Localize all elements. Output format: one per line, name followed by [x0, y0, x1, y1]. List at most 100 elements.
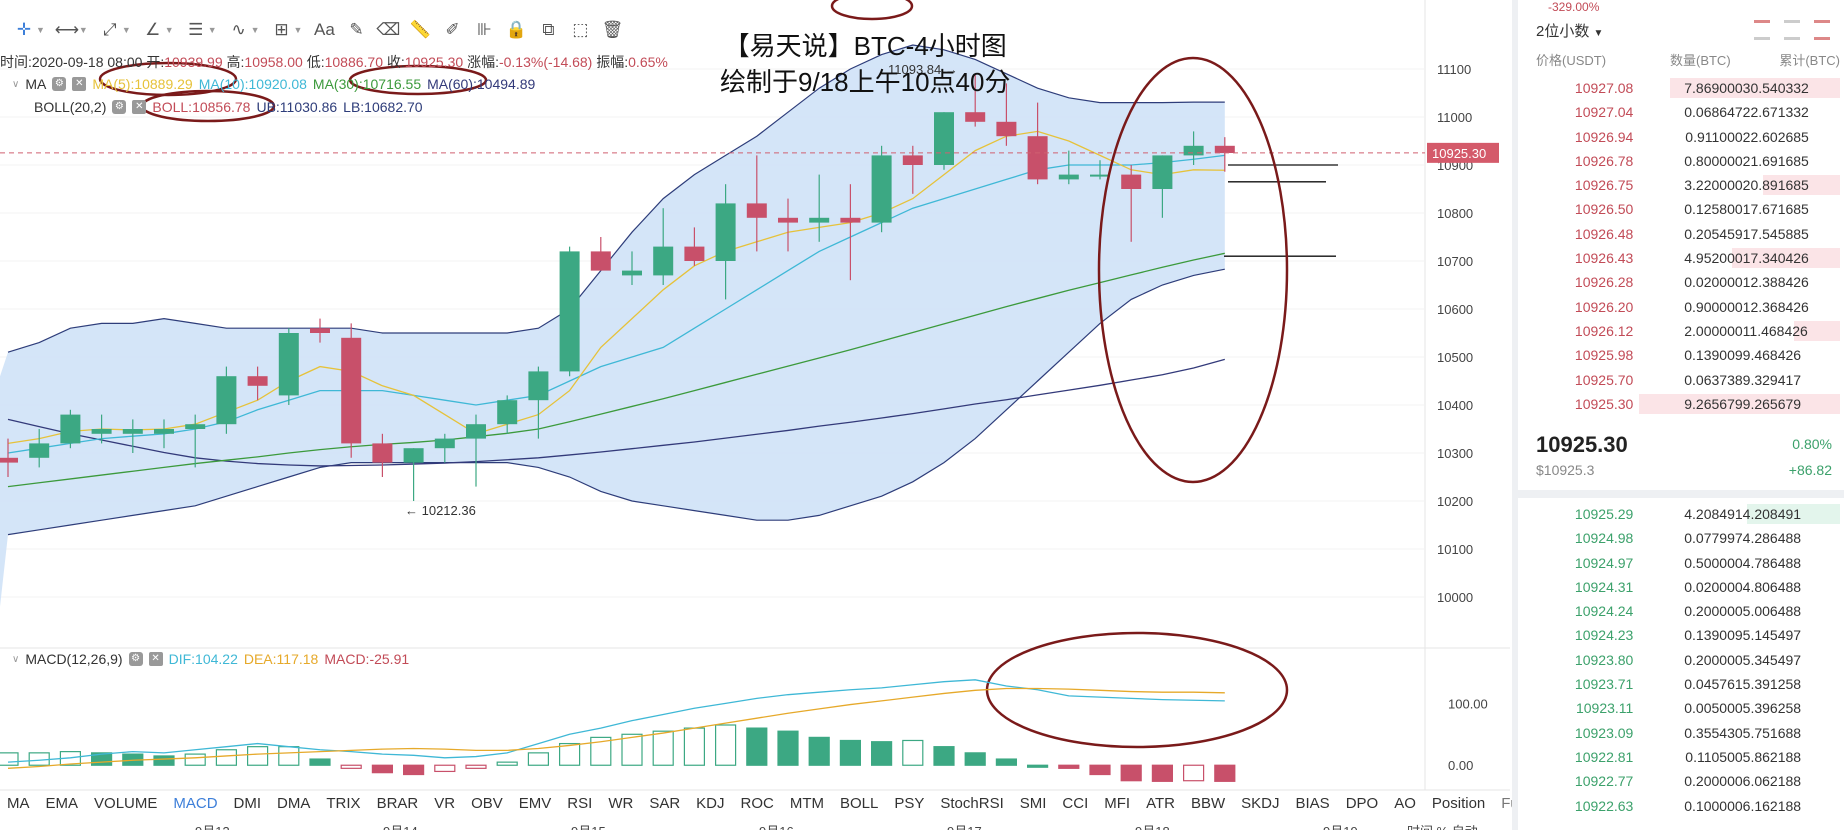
bid-row[interactable]: 10923.11 0.005000 5.396258 — [1530, 696, 1840, 720]
tab-brar[interactable]: BRAR — [376, 795, 419, 812]
tab-mtm[interactable]: MTM — [789, 795, 824, 812]
bid-row[interactable]: 10922.63 0.100000 6.162188 — [1530, 794, 1840, 818]
bid-row[interactable]: 10923.71 0.045761 5.391258 — [1530, 672, 1840, 696]
settings-icon[interactable]: ⚙ — [52, 77, 67, 91]
tab-trix[interactable]: TRIX — [326, 795, 361, 812]
eraser-icon[interactable]: ⌫ — [376, 20, 401, 39]
collapse-icon[interactable]: ∨ — [12, 78, 20, 90]
high-value: 10958.00 — [244, 54, 303, 70]
tab-vr[interactable]: VR — [434, 795, 456, 812]
ask-row[interactable]: 10926.78 0.800000 21.691685 — [1530, 149, 1840, 173]
copy-icon[interactable]: ⧉ — [542, 20, 555, 39]
tab-kdj[interactable]: KDJ — [696, 795, 725, 812]
tab-atr[interactable]: ATR — [1146, 795, 1175, 812]
tab-volume[interactable]: VOLUME — [94, 795, 158, 812]
settings-icon[interactable]: ⚙ — [112, 100, 127, 114]
bid-row[interactable]: 10924.31 0.020000 4.806488 — [1530, 575, 1840, 599]
tab-smi[interactable]: SMI — [1019, 795, 1047, 812]
bid-row[interactable]: 10924.23 0.139009 5.145497 — [1530, 623, 1840, 647]
tab-bias[interactable]: BIAS — [1295, 795, 1330, 812]
parallel-lines-icon[interactable]: ☰ — [188, 20, 204, 39]
ask-row[interactable]: 10926.75 3.220000 20.891685 — [1530, 173, 1840, 197]
candlestick-chart[interactable]: 10000 10100 10200 10300 10400 10500 10600 10700… — [0, 0, 1510, 830]
crosshair-icon[interactable]: ✛ — [16, 20, 32, 39]
screenshot-icon[interactable]: ⬚ — [572, 20, 589, 39]
chart-title: 【易天说】BTC-4小时图 绘制于9/18上午10点40分 — [720, 28, 1010, 100]
close-icon[interactable]: ✕ — [72, 77, 87, 91]
book-asks-icon[interactable] — [1814, 20, 1830, 40]
bid-row[interactable]: 10925.29 4.208491 4.208491 — [1530, 502, 1840, 526]
ma30-value: MA(30):10716.55 — [312, 76, 422, 92]
ask-row[interactable]: 10926.28 0.020000 12.388426 — [1530, 270, 1840, 294]
tab-position[interactable]: Position — [1431, 795, 1486, 812]
fib-grid-icon[interactable]: ⊞ — [274, 20, 289, 39]
tab-dpo[interactable]: DPO — [1345, 795, 1379, 812]
tab-macd[interactable]: MACD — [173, 795, 218, 812]
tab-dmi[interactable]: DMI — [233, 795, 262, 812]
tab-sar[interactable]: SAR — [649, 795, 681, 812]
amp-label: 振幅: — [596, 54, 629, 70]
angle-icon[interactable]: ∠ — [145, 20, 161, 39]
ask-row[interactable]: 10925.30 9.265679 9.265679 — [1530, 392, 1840, 416]
bid-row[interactable]: 10923.09 0.355430 5.751688 — [1530, 721, 1840, 745]
depth-bar — [1731, 248, 1840, 269]
trash-icon[interactable]: 🗑 — [601, 20, 624, 39]
ask-row[interactable]: 10925.70 0.063738 9.329417 — [1530, 368, 1840, 392]
decimals-dropdown[interactable]: 2位小数 ▼ — [1536, 20, 1603, 41]
tab-mfi[interactable]: MFI — [1104, 795, 1131, 812]
ask-row[interactable]: 10926.12 2.000000 11.468426 — [1530, 319, 1840, 343]
tab-wr[interactable]: WR — [608, 795, 634, 812]
text-icon[interactable]: Aa — [314, 20, 335, 39]
tab-dma[interactable]: DMA — [277, 795, 311, 812]
bid-row[interactable]: 10924.24 0.200000 5.006488 — [1530, 599, 1840, 623]
trend-line-icon[interactable]: ⤢ — [103, 20, 117, 39]
ask-row[interactable]: 10926.43 4.952000 17.340426 — [1530, 246, 1840, 270]
tab-stochrsi[interactable]: StochRSI — [940, 795, 1004, 812]
macd-histogram-bar — [808, 736, 830, 766]
total-cell: 6.162188 — [1742, 797, 1802, 814]
wave-icon[interactable]: ∿ — [231, 20, 246, 39]
ask-row[interactable]: 10926.94 0.911000 22.602685 — [1530, 125, 1840, 149]
tab-cci[interactable]: CCI — [1062, 795, 1089, 812]
amount-cell: 2.000000 — [1684, 322, 1743, 339]
ask-row[interactable]: 10925.98 0.139009 9.468426 — [1530, 343, 1840, 367]
close-icon[interactable]: ✕ — [132, 100, 147, 114]
change-label: 涨幅: — [467, 54, 499, 70]
book-both-icon[interactable] — [1754, 20, 1770, 40]
tab-psy[interactable]: PSY — [894, 795, 925, 812]
bid-row[interactable]: 10924.97 0.500000 4.786488 — [1530, 551, 1840, 575]
pen-icon[interactable]: ✐ — [445, 20, 460, 39]
ask-row[interactable]: 10926.48 0.205459 17.545885 — [1530, 222, 1840, 246]
ask-row[interactable]: 10927.04 0.068647 22.671332 — [1530, 100, 1840, 124]
tab-rsi[interactable]: RSI — [567, 795, 593, 812]
tab-obv[interactable]: OBV — [471, 795, 503, 812]
chart-area[interactable]: 10000 10100 10200 10300 10400 10500 10600 10700… — [0, 0, 1562, 830]
close-icon[interactable]: ✕ — [148, 652, 163, 666]
measure-icon[interactable]: ⊪ — [477, 20, 492, 39]
ask-row[interactable]: 10926.20 0.900000 12.368426 — [1530, 295, 1840, 319]
tab-ma[interactable]: MA — [7, 795, 30, 812]
ask-row[interactable]: 10926.50 0.125800 17.671685 — [1530, 197, 1840, 221]
bid-row[interactable]: 10922.77 0.200000 6.062188 — [1530, 769, 1840, 793]
brush-icon[interactable]: ✎ — [349, 20, 364, 39]
bid-row[interactable]: 10924.98 0.077997 4.286488 — [1530, 526, 1840, 550]
drawing-toolbar: ✛ ▼ ⟷ ▼ ⤢ ▼ ∠ ▼ ☰ ▼ ∿ ▼ ⊞ ▼ Aa ✎ ⌫ 📏 ✐ ⊪ 🔒 ⧉ ⬚ … — [10, 16, 626, 44]
tab-emv[interactable]: EMV — [518, 795, 552, 812]
collapse-icon[interactable]: ∨ — [12, 653, 20, 665]
tab-roc[interactable]: ROC — [740, 795, 774, 812]
price-cell: 10923.11 — [1575, 700, 1634, 717]
tab-skdj[interactable]: SKDJ — [1241, 795, 1280, 812]
tab-ao[interactable]: AO — [1394, 795, 1416, 812]
horizontal-ray-icon[interactable]: ⟷ — [54, 20, 80, 39]
ask-row[interactable]: 10927.08 7.869000 30.540332 — [1530, 76, 1840, 100]
y-tick-label: 10100 — [1437, 542, 1473, 557]
book-bids-icon[interactable] — [1784, 20, 1800, 40]
tab-ema[interactable]: EMA — [45, 795, 79, 812]
bid-row[interactable]: 10922.81 0.110500 5.862188 — [1530, 745, 1840, 769]
tab-bbw[interactable]: BBW — [1190, 795, 1226, 812]
ruler-icon[interactable]: 📏 — [409, 20, 432, 39]
settings-icon[interactable]: ⚙ — [128, 652, 143, 666]
bid-row[interactable]: 10923.80 0.200000 5.345497 — [1530, 648, 1840, 672]
tab-boll[interactable]: BOLL — [840, 795, 879, 812]
lock-icon[interactable]: 🔒 — [505, 20, 528, 39]
